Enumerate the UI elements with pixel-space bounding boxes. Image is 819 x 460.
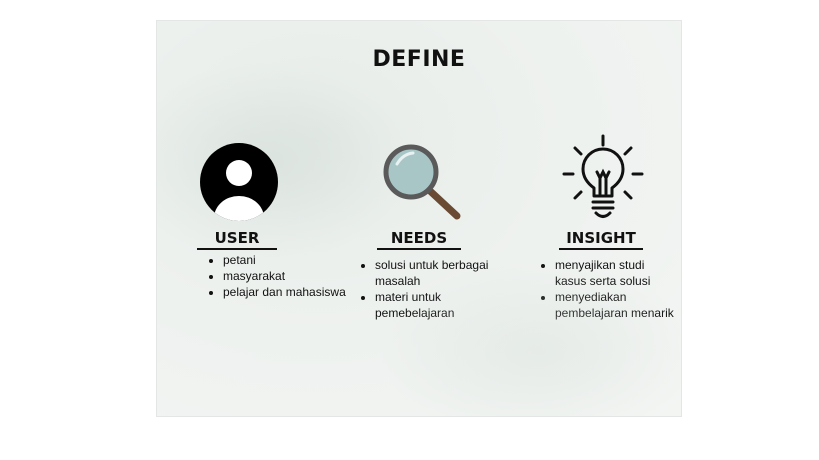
list-item: petani: [223, 252, 383, 268]
slide: DEFINE USER petani masyarakat pelajar da…: [156, 20, 682, 417]
magnifying-glass-icon: [383, 144, 461, 220]
list-item: menyajikan studi kasus serta solusi: [555, 257, 675, 289]
list-item: solusi untuk berbagai masalah: [375, 257, 495, 289]
list-item: pelajar dan mahasiswa: [223, 284, 383, 300]
list-item: menyediakan pembelajaran menarik: [555, 289, 675, 321]
needs-points-list: solusi untuk berbagai masalah materi unt…: [361, 257, 495, 321]
light-bulb-icon: [562, 134, 644, 218]
insight-heading: INSIGHT: [559, 230, 643, 250]
user-heading: USER: [197, 230, 277, 250]
insight-points-list: menyajikan studi kasus serta solusi meny…: [541, 257, 675, 321]
user-points-list: petani masyarakat pelajar dan mahasiswa: [209, 252, 383, 300]
needs-heading: NEEDS: [377, 230, 461, 250]
list-item: masyarakat: [223, 268, 383, 284]
slide-title: DEFINE: [372, 47, 466, 72]
user-avatar-icon: [200, 143, 278, 221]
list-item: materi untuk pemebelajaran: [375, 289, 495, 321]
